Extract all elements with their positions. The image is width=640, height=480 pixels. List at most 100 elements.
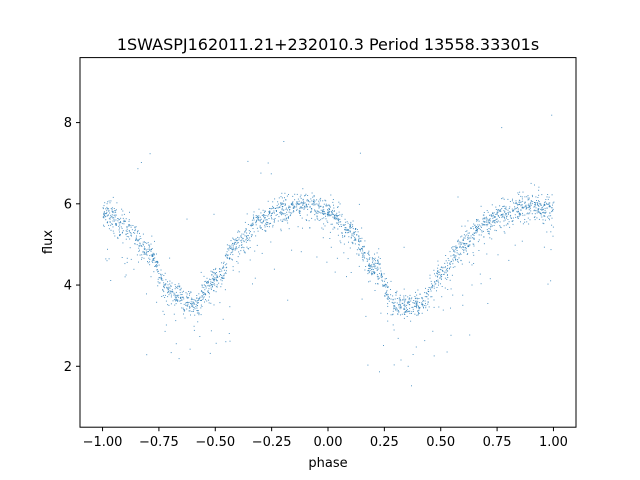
data-point: [467, 235, 469, 237]
data-point: [325, 215, 326, 217]
data-point: [316, 210, 318, 212]
data-point: [368, 254, 370, 256]
data-point: [376, 269, 378, 271]
data-point: [260, 227, 261, 229]
data-point: [131, 229, 133, 231]
data-point: [150, 243, 152, 245]
data-point: [546, 202, 547, 204]
data-point: [511, 208, 513, 210]
data-point: [245, 239, 247, 241]
data-point: [186, 297, 188, 299]
data-point: [400, 307, 402, 309]
data-point: [478, 228, 480, 229]
data-point: [369, 267, 371, 269]
data-point: [343, 243, 345, 245]
data-point: [163, 282, 165, 284]
data-point: [225, 272, 227, 274]
data-point: [323, 217, 325, 219]
data-point: [371, 271, 373, 273]
data-point: [313, 195, 315, 196]
data-point: [408, 301, 410, 303]
data-point: [547, 216, 548, 218]
data-point: [511, 200, 513, 202]
data-point: [120, 222, 122, 223]
data-point: [527, 197, 529, 199]
data-point: [215, 286, 217, 288]
data-point: [243, 233, 245, 235]
data-point: [390, 314, 392, 316]
data-point: [518, 212, 520, 214]
data-point: [539, 202, 541, 204]
data-point: [249, 224, 251, 226]
data-point: [404, 300, 406, 302]
data-point: [333, 217, 335, 218]
data-point: [348, 231, 349, 233]
data-point: [368, 263, 370, 265]
data-point: [213, 290, 215, 292]
data-point: [344, 236, 346, 238]
data-point: [501, 216, 503, 218]
data-point: [200, 307, 202, 309]
data-point: [442, 267, 444, 269]
data-point: [522, 200, 524, 202]
data-point: [361, 227, 363, 229]
data-point: [261, 222, 263, 224]
data-point: [468, 238, 470, 240]
data-point: [174, 288, 176, 290]
data-point: [275, 208, 277, 209]
data-point: [150, 250, 152, 252]
data-point: [197, 312, 199, 314]
data-point: [480, 227, 482, 228]
data-point: [416, 314, 418, 316]
data-point: [212, 275, 214, 277]
data-point: [160, 278, 162, 280]
data-point: [499, 225, 501, 227]
data-point: [419, 307, 421, 309]
data-point: [327, 212, 329, 213]
data-point: [491, 225, 493, 227]
data-point: [344, 218, 346, 220]
data-point: [462, 239, 464, 241]
data-point: [246, 236, 248, 238]
data-point: [102, 207, 104, 209]
data-point: [331, 213, 333, 215]
data-point: [105, 213, 107, 214]
data-point: [226, 251, 228, 253]
data-point: [162, 295, 164, 297]
data-point: [483, 230, 484, 232]
data-point: [125, 230, 127, 232]
data-point: [212, 271, 214, 273]
data-point: [260, 222, 262, 223]
data-point: [126, 261, 128, 263]
data-point: [120, 226, 122, 228]
data-point: [165, 300, 167, 302]
data-point: [343, 252, 345, 254]
data-point: [476, 231, 478, 233]
data-point: [497, 209, 498, 211]
data-point: [122, 231, 123, 233]
data-point: [382, 285, 384, 287]
data-point: [528, 197, 530, 199]
data-point: [148, 257, 150, 259]
data-point: [517, 217, 519, 219]
data-point: [265, 215, 267, 216]
data-point: [465, 243, 467, 245]
data-point: [396, 310, 398, 312]
data-point: [310, 198, 312, 200]
data-point: [231, 258, 233, 260]
data-point: [538, 186, 540, 188]
data-point: [143, 248, 145, 250]
data-point: [495, 221, 497, 223]
data-point: [446, 268, 448, 270]
data-point: [176, 294, 178, 296]
data-point: [308, 220, 310, 222]
data-point: [235, 248, 237, 250]
data-point: [534, 184, 535, 186]
data-point: [336, 223, 338, 225]
data-point: [457, 240, 459, 242]
data-point: [238, 245, 240, 247]
data-point: [462, 294, 464, 296]
data-point: [297, 226, 299, 228]
data-point: [430, 280, 432, 282]
data-point: [311, 217, 313, 219]
